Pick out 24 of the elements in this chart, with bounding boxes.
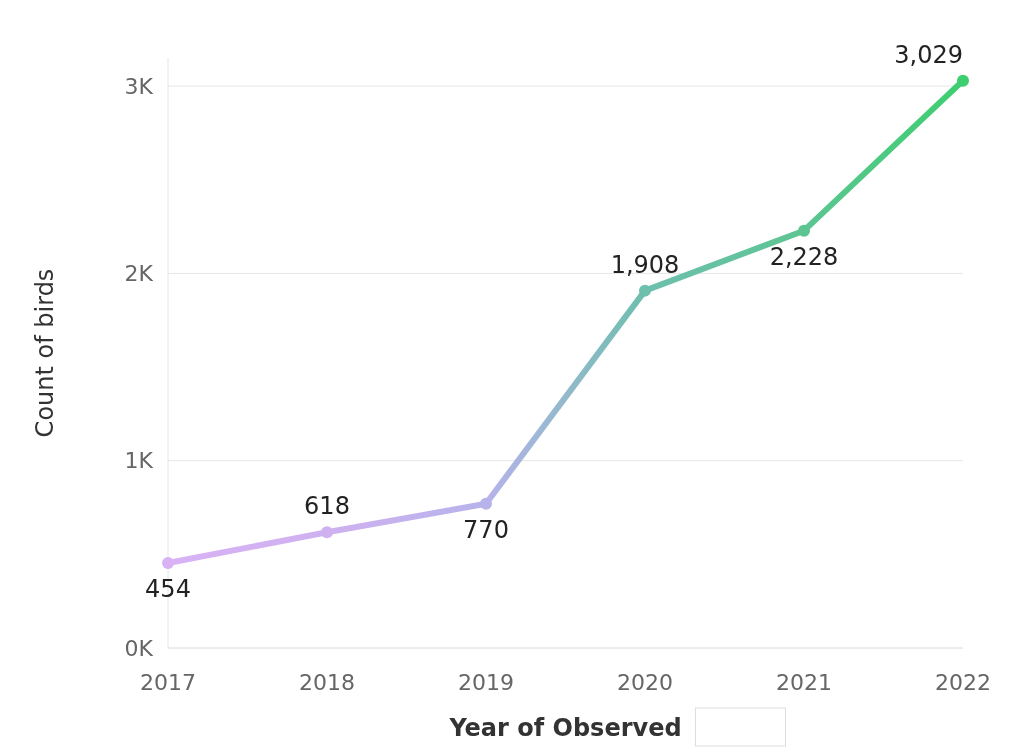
y-tick-label: 0K [124,635,154,661]
point [321,526,333,539]
point [639,284,651,297]
point [798,224,810,237]
data-label: 770 [463,515,509,544]
data-label: 618 [304,492,350,521]
data-label: 2,228 [769,242,839,271]
y-axis-title: Count of birds [31,268,59,438]
x-tick-label: 2019 [458,670,514,695]
y-tick-label: 3K [124,73,154,99]
data-label: 3,029 [894,40,963,69]
x-tick-label: 2018 [299,670,355,695]
y-tick-label: 2K [124,261,154,287]
x-axis-title: Year of Observed [448,714,682,742]
data-label: 454 [145,574,191,603]
point [957,74,969,87]
data-label: 1,908 [610,250,680,279]
x-tick-label: 2017 [140,670,196,695]
x-tick-label: 2022 [935,670,991,695]
point [480,497,492,510]
x-tick-label: 2021 [776,670,832,695]
point [162,556,174,569]
x-tick-label: 2020 [617,670,673,695]
y-tick-label: 1K [124,448,154,474]
